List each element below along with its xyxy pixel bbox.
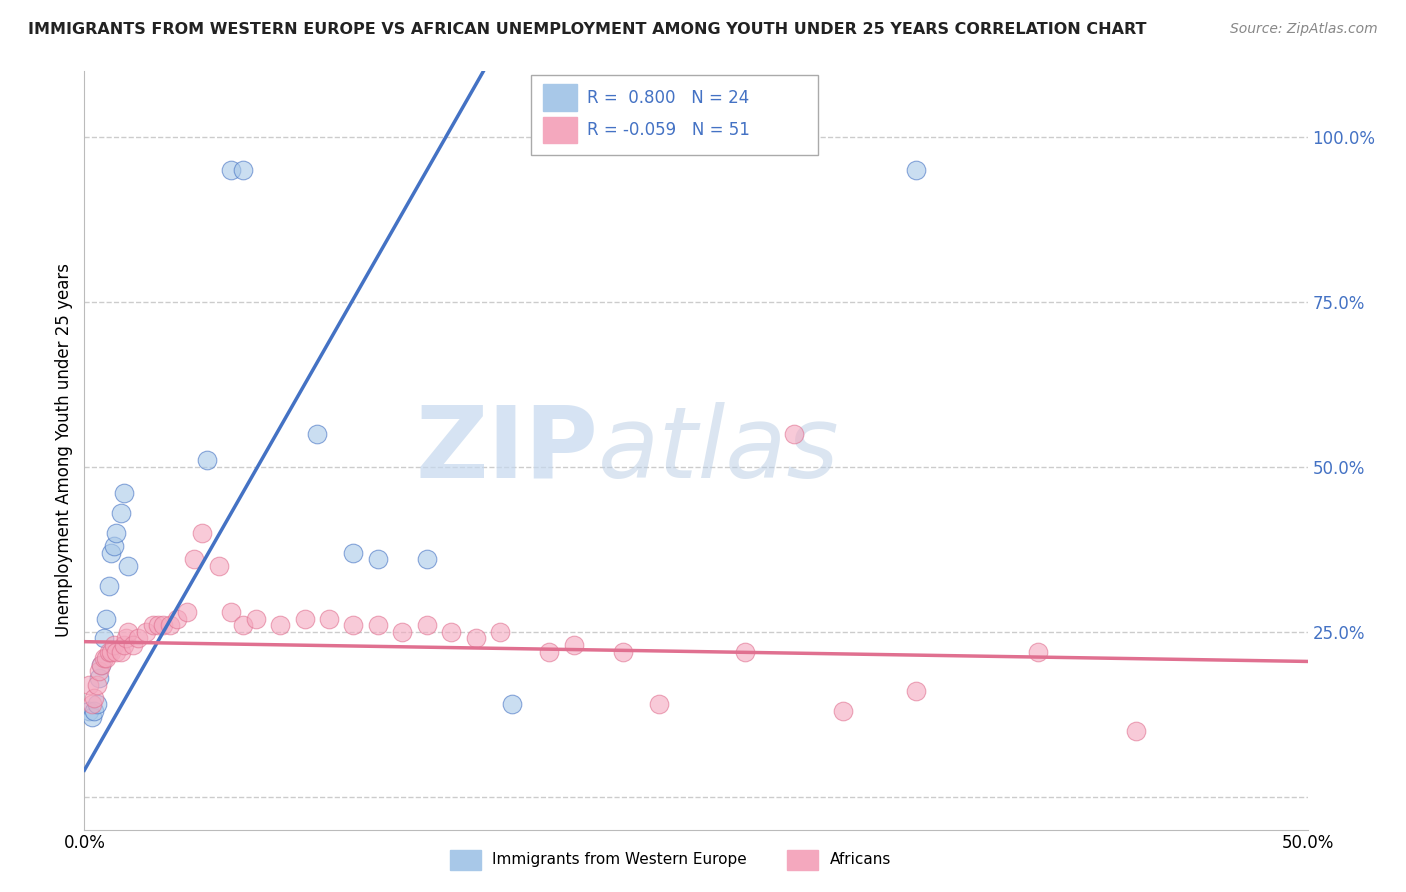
Text: R = -0.059   N = 51: R = -0.059 N = 51 xyxy=(588,121,749,139)
Point xyxy=(117,558,139,573)
Point xyxy=(146,618,169,632)
Point xyxy=(195,453,218,467)
Text: Africans: Africans xyxy=(830,853,891,867)
Point xyxy=(783,427,806,442)
Text: atlas: atlas xyxy=(598,402,839,499)
Point xyxy=(83,704,105,718)
Point xyxy=(831,704,853,718)
Point xyxy=(440,624,463,639)
Point xyxy=(93,632,115,646)
Point xyxy=(112,486,135,500)
Point xyxy=(245,611,267,625)
Point xyxy=(269,618,291,632)
Point xyxy=(502,698,524,712)
Point xyxy=(208,558,231,573)
Point xyxy=(96,611,118,625)
Point xyxy=(90,657,112,672)
Point xyxy=(100,546,122,560)
Point xyxy=(191,525,214,540)
Y-axis label: Unemployment Among Youth under 25 years: Unemployment Among Youth under 25 years xyxy=(55,263,73,638)
Point xyxy=(87,671,110,685)
Point xyxy=(416,552,439,566)
FancyBboxPatch shape xyxy=(531,75,818,155)
Point xyxy=(110,506,132,520)
Point xyxy=(87,665,110,679)
Point xyxy=(127,632,149,646)
Point xyxy=(648,698,671,712)
FancyBboxPatch shape xyxy=(543,117,578,144)
Point xyxy=(103,638,125,652)
Point xyxy=(122,638,145,652)
Point xyxy=(86,677,108,691)
Point xyxy=(464,632,486,646)
Point xyxy=(562,638,585,652)
Point xyxy=(612,644,634,658)
Point xyxy=(80,710,103,724)
Text: ZIP: ZIP xyxy=(415,402,598,499)
Point xyxy=(183,552,205,566)
Point xyxy=(905,684,928,698)
Point xyxy=(86,698,108,712)
Text: IMMIGRANTS FROM WESTERN EUROPE VS AFRICAN UNEMPLOYMENT AMONG YOUTH UNDER 25 YEAR: IMMIGRANTS FROM WESTERN EUROPE VS AFRICA… xyxy=(28,22,1147,37)
Point xyxy=(100,644,122,658)
Point xyxy=(905,163,928,178)
Point xyxy=(1125,723,1147,738)
Point xyxy=(305,427,328,442)
FancyBboxPatch shape xyxy=(543,84,578,111)
Point xyxy=(105,525,128,540)
Point xyxy=(103,539,125,553)
Point xyxy=(367,552,389,566)
Point xyxy=(159,618,181,632)
Point xyxy=(93,651,115,665)
Point xyxy=(318,611,340,625)
Point xyxy=(110,644,132,658)
Point xyxy=(176,605,198,619)
Point xyxy=(219,605,242,619)
Point xyxy=(97,579,120,593)
Point xyxy=(83,690,105,705)
Text: R =  0.800   N = 24: R = 0.800 N = 24 xyxy=(588,88,749,106)
Point xyxy=(219,163,242,178)
Text: Immigrants from Western Europe: Immigrants from Western Europe xyxy=(492,853,747,867)
Point xyxy=(232,618,254,632)
Point xyxy=(97,644,120,658)
Point xyxy=(90,657,112,672)
Point xyxy=(135,624,157,639)
Point xyxy=(166,611,188,625)
Point xyxy=(416,618,439,632)
Point xyxy=(232,163,254,178)
Point xyxy=(142,618,165,632)
Point xyxy=(342,618,364,632)
Point xyxy=(117,624,139,639)
Point xyxy=(734,644,756,658)
Text: Source: ZipAtlas.com: Source: ZipAtlas.com xyxy=(1230,22,1378,37)
Point xyxy=(105,644,128,658)
Point xyxy=(77,704,100,718)
Point xyxy=(112,638,135,652)
Point xyxy=(152,618,174,632)
Point xyxy=(96,651,118,665)
Point xyxy=(294,611,316,625)
Point xyxy=(1028,644,1050,658)
Point xyxy=(77,677,100,691)
Point xyxy=(115,632,138,646)
Point xyxy=(538,644,561,658)
Point xyxy=(391,624,413,639)
Point xyxy=(80,698,103,712)
Point xyxy=(342,546,364,560)
Point xyxy=(489,624,512,639)
Point xyxy=(367,618,389,632)
